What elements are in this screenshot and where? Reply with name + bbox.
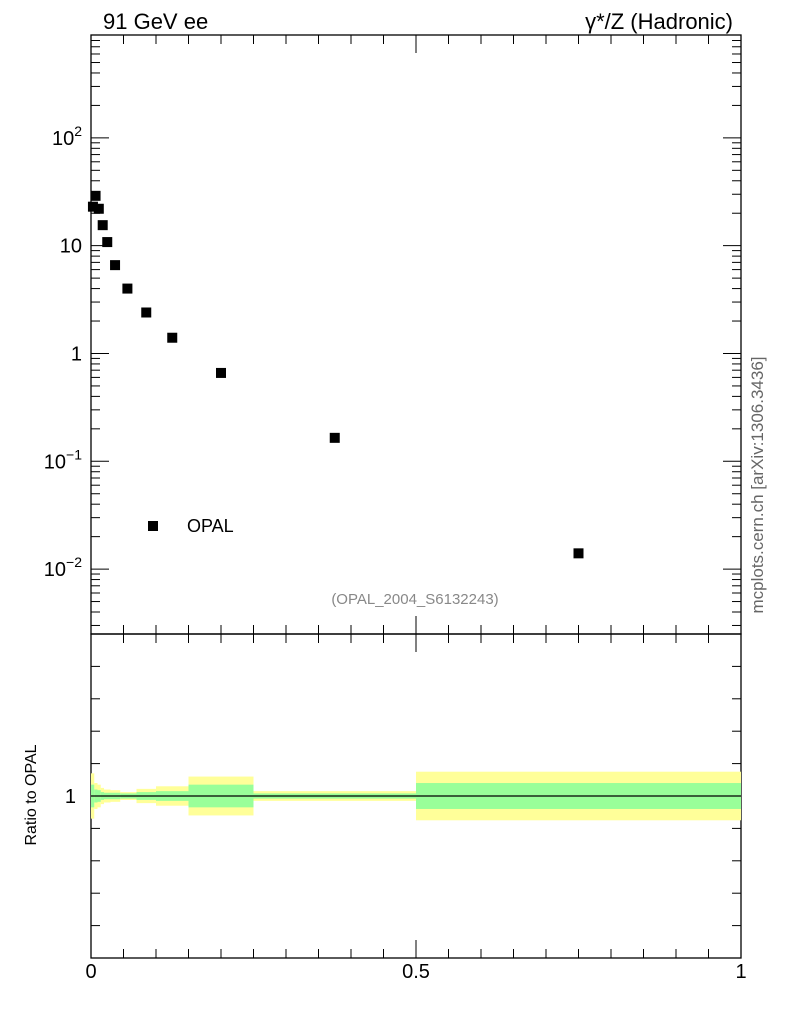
legend: OPAL [148, 516, 234, 536]
data-point [90, 190, 101, 201]
legend-entry-label: OPAL [187, 516, 234, 536]
y-tick-label: 102 [52, 123, 82, 150]
y-tick-label: 10−2 [44, 554, 82, 581]
data-point [141, 307, 152, 318]
data-point [87, 201, 98, 212]
ratio-y-ticks: 1 [65, 633, 741, 959]
plot-title-right: γ*/Z (Hadronic) [585, 9, 733, 34]
main-frame [90, 34, 742, 635]
ratio-panel: 0 0.5 1 1 [65, 633, 747, 983]
plot-title-left: 91 GeV ee [103, 9, 208, 34]
x-tick-label: 0 [85, 961, 96, 983]
x-tick-label: 0.5 [402, 961, 430, 983]
ratio-axis-label: Ratio to OPAL [23, 744, 40, 845]
opal-data-points [87, 190, 584, 559]
main-y-ticks: 102 10 1 10−1 10−2 [44, 34, 741, 626]
x-tick-label: 1 [735, 961, 746, 983]
data-point [216, 367, 226, 378]
data-point [329, 432, 340, 443]
data-point [102, 237, 113, 248]
data-point [122, 283, 133, 294]
source-label: mcplots.cern.ch [arXiv:1306.3436] [748, 356, 767, 613]
legend-marker [148, 521, 158, 531]
y-tick-label: 10−1 [44, 446, 82, 473]
data-point [93, 203, 104, 214]
y-tick-label: 10 [60, 236, 82, 258]
analysis-reference-label: (OPAL_2004_S6132243) [331, 591, 498, 608]
y-tick-label: 1 [71, 343, 82, 365]
data-point [110, 260, 121, 271]
data-point [167, 332, 178, 343]
data-point [573, 548, 584, 559]
ratio-y-tick-label: 1 [65, 786, 76, 808]
data-point [97, 220, 108, 231]
